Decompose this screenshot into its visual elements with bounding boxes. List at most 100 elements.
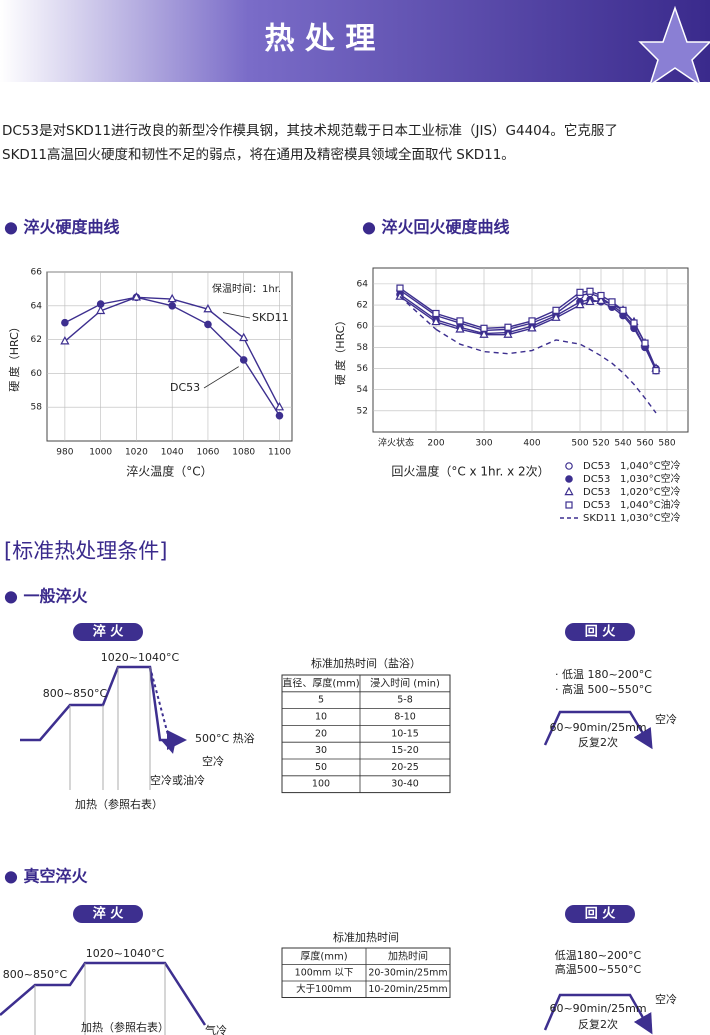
table-cell: 10-15 — [391, 728, 419, 739]
legend-name: DC53 — [583, 500, 610, 511]
table: 直径、厚度(mm) 浸入时间 (min) 5 5-8 10 8-10 20 10-15 30 15… — [281, 674, 451, 794]
tag — [565, 905, 635, 923]
section-title: [标准热处理条件] — [4, 539, 167, 563]
point — [619, 306, 627, 314]
point — [527, 323, 537, 332]
x-tick-label: 200 — [427, 439, 444, 449]
x-tick-label: 560 — [636, 439, 653, 449]
y-tick-label: 58 — [31, 403, 43, 413]
point — [432, 309, 440, 318]
table-cell: 20 — [315, 728, 327, 739]
point — [204, 320, 212, 329]
legend-condition: 1,040°C空冷 — [620, 459, 681, 472]
label: 空冷 — [655, 712, 677, 726]
label: 空冷 — [655, 992, 677, 1006]
x-tick-label: 1000 — [89, 448, 112, 458]
intro-line: DC53是对SKD11进行改良的新型冷作模具钢，其技术规范载于日本工业标准（JI… — [2, 122, 618, 139]
legend-symbol — [565, 501, 573, 509]
legend-symbol — [565, 462, 573, 470]
label: · 低温 180~200°C — [555, 668, 652, 681]
label: 1020~1040°C — [101, 651, 180, 664]
table-header: 直径、厚度(mm) — [282, 676, 359, 689]
legend-name: SKD11 — [583, 513, 616, 524]
point — [552, 306, 560, 314]
point — [239, 332, 249, 342]
page-title: 热 处 理 — [265, 22, 376, 57]
table-title: 标准加热时间 — [333, 930, 399, 944]
y-tick-label: 66 — [31, 268, 43, 278]
table-title: 标准加热时间（盐浴） — [311, 656, 421, 670]
y-tick-label: 60 — [357, 322, 369, 332]
table-cell: 10 — [315, 712, 327, 723]
x-tick-label: 520 — [592, 439, 609, 449]
table-cell: 20-25 — [391, 762, 419, 773]
label: 800~850°C — [43, 687, 108, 700]
y-tick-label: 62 — [31, 335, 42, 345]
point — [396, 284, 404, 292]
x-tick-label: 1020 — [125, 448, 148, 458]
point — [274, 401, 285, 411]
series-line — [399, 293, 437, 321]
x-tick-label: 580 — [658, 439, 675, 449]
leader-line — [222, 312, 251, 319]
leader-line — [203, 366, 239, 389]
y-axis-label: 硬 度（HRC） — [333, 315, 347, 386]
process-curve — [20, 665, 187, 750]
point — [61, 318, 69, 327]
x-tick-label: 1080 — [232, 448, 255, 458]
label: 低温180~200°C — [555, 949, 642, 962]
table-header: 厚度(mm) — [300, 949, 347, 962]
point — [503, 329, 513, 338]
series-label: DC53 — [170, 381, 200, 394]
x-tick-label: 1100 — [268, 448, 291, 458]
label: 加热（参照右表） — [75, 797, 163, 811]
chart-title: ● 淬火硬度曲线 — [4, 218, 120, 237]
table-cell: 15-20 — [391, 745, 419, 756]
table-cell: 100mm 以下 — [295, 967, 354, 978]
point — [528, 317, 536, 325]
y-tick-label: 62 — [357, 301, 368, 311]
subsection-title: ● 一般淬火 — [4, 587, 89, 606]
point — [585, 296, 595, 306]
legend-symbol — [565, 475, 573, 483]
series-label: SKD11 — [252, 311, 289, 324]
label: 500°C 热浴 — [195, 732, 255, 745]
point — [504, 323, 512, 331]
y-tick-label: 64 — [31, 301, 43, 311]
legend-condition: 1,040°C油冷 — [620, 498, 681, 511]
temper-curve — [543, 993, 653, 1035]
series-line — [399, 289, 437, 317]
table-cell: 大于100mm — [296, 983, 352, 995]
legend-condition: 1,030°C空冷 — [620, 472, 681, 485]
tag-label: 回 火 — [585, 625, 617, 640]
label: 60~90min/25mm — [549, 721, 646, 734]
banner — [0, 0, 710, 82]
series-line — [399, 295, 437, 323]
legend-symbol — [564, 486, 574, 496]
y-axis-label: 硬 度（HRC） — [7, 321, 21, 392]
tag-label: 淬 火 — [93, 906, 125, 922]
star — [638, 5, 710, 87]
x-tick-label: 980 — [56, 448, 73, 458]
legend-condition: 1,030°C空冷 — [620, 511, 681, 524]
point — [131, 292, 142, 301]
x-tick-label: 淬火状态 — [378, 437, 414, 449]
point — [576, 288, 584, 296]
x-tick-label: 300 — [475, 439, 492, 449]
point — [167, 293, 177, 303]
table-cell: 100 — [312, 779, 330, 790]
point — [96, 305, 106, 315]
table-cell: 50 — [315, 762, 327, 773]
label: · 高温 500~550°C — [555, 682, 652, 696]
series-line — [399, 287, 437, 315]
table-cell: 30 — [315, 745, 327, 756]
y-tick-label: 58 — [357, 343, 369, 353]
x-axis-label: 淬火温度（°C） — [126, 464, 212, 479]
table-header: 加热时间 — [388, 949, 428, 962]
point — [60, 336, 70, 345]
x-tick-label: 500 — [571, 439, 588, 449]
legend-name: DC53 — [583, 474, 610, 485]
point — [455, 324, 465, 333]
table-cell: 30-40 — [391, 779, 419, 790]
